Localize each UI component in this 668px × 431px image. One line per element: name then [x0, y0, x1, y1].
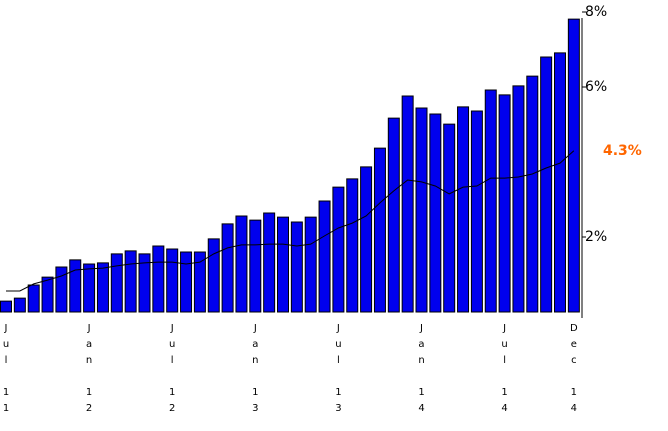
bar: [124, 250, 137, 313]
y-tick-label: 8%: [585, 4, 607, 20]
value-label: 4.3%: [603, 143, 642, 159]
x-tick-label: Jan 12: [84, 323, 95, 419]
x-tick-label: Jul 11: [1, 323, 12, 419]
bar: [332, 186, 345, 313]
bar: [526, 75, 539, 313]
bar: [235, 215, 248, 313]
bar: [290, 221, 303, 313]
bar: [96, 262, 109, 313]
x-tick-label: Dec 14: [568, 323, 579, 419]
bar: [110, 253, 123, 313]
bar: [346, 178, 359, 313]
trend-line: [6, 150, 575, 292]
bar: [498, 94, 511, 313]
x-tick-label: Jul 12: [167, 323, 178, 419]
bar: [429, 113, 442, 313]
bar: [207, 238, 220, 313]
bar: [263, 212, 276, 313]
bar: [69, 259, 82, 313]
bar: [41, 276, 54, 313]
bar: [484, 89, 497, 313]
x-tick-label: Jul 13: [333, 323, 344, 419]
bar: [387, 117, 400, 313]
y-tick-label: 2%: [585, 229, 607, 245]
bar: [540, 56, 553, 313]
bar: [83, 263, 96, 313]
bar: [180, 251, 193, 313]
bar: [221, 223, 234, 313]
bar: [166, 248, 179, 313]
bar: [277, 216, 289, 313]
bar: [443, 123, 456, 313]
x-tick-label: Jan 14: [416, 323, 427, 419]
bar: [27, 284, 40, 313]
y-tick-label: 6%: [585, 79, 607, 95]
bar: [318, 200, 331, 313]
bar: [193, 251, 206, 313]
bar: [13, 297, 26, 313]
bar: [373, 147, 386, 313]
bar: [554, 52, 566, 313]
bar: [415, 107, 428, 313]
bar: [401, 95, 414, 313]
bar: [0, 300, 12, 313]
bar: [152, 245, 165, 313]
bar: [512, 85, 525, 313]
bar: [55, 266, 68, 313]
bar: [304, 216, 317, 313]
x-tick-label: Jan 13: [250, 323, 261, 419]
bar: [470, 110, 483, 313]
bar: [567, 18, 580, 313]
x-tick-label: Jul 14: [499, 323, 510, 419]
bar: [360, 166, 373, 313]
bar: [457, 106, 470, 313]
bar: [249, 219, 262, 313]
bar: [138, 253, 151, 313]
